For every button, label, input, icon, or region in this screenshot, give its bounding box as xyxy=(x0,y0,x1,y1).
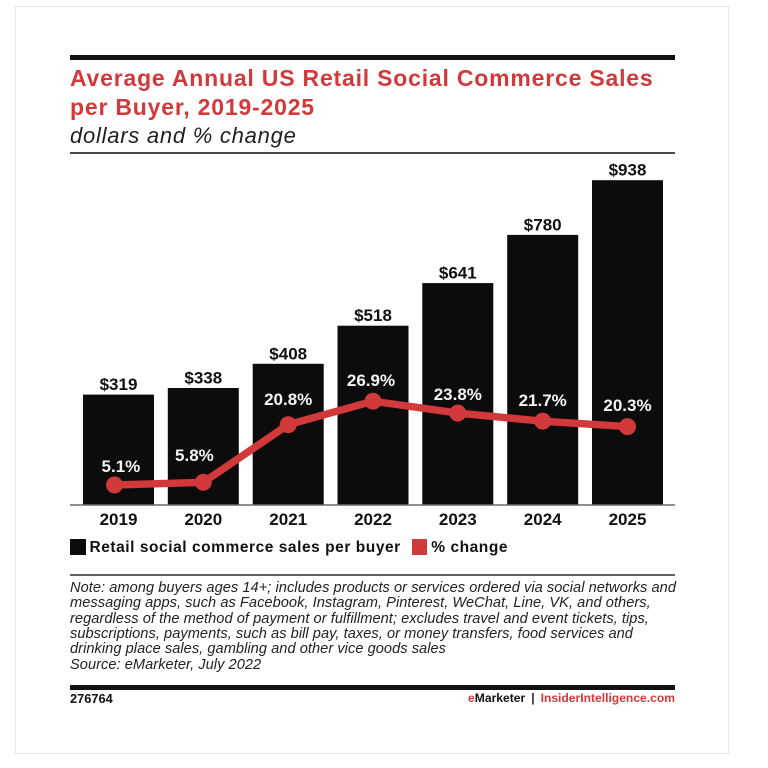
svg-text:$938: $938 xyxy=(609,161,647,180)
svg-text:2025: 2025 xyxy=(609,510,647,529)
svg-text:23.8%: 23.8% xyxy=(434,385,482,404)
svg-text:2023: 2023 xyxy=(439,510,477,529)
svg-text:$338: $338 xyxy=(184,369,222,388)
svg-text:2020: 2020 xyxy=(184,510,222,529)
svg-text:20.3%: 20.3% xyxy=(603,396,651,415)
svg-text:$518: $518 xyxy=(354,306,392,325)
svg-text:2022: 2022 xyxy=(354,510,392,529)
svg-text:5.8%: 5.8% xyxy=(175,446,214,465)
svg-text:21.7%: 21.7% xyxy=(519,391,567,410)
svg-text:$408: $408 xyxy=(269,344,307,363)
svg-text:2021: 2021 xyxy=(269,510,307,529)
svg-text:5.1%: 5.1% xyxy=(102,457,141,476)
svg-text:26.9%: 26.9% xyxy=(347,371,395,390)
svg-text:$641: $641 xyxy=(439,264,477,283)
svg-text:20.8%: 20.8% xyxy=(264,390,312,409)
svg-text:$319: $319 xyxy=(100,375,138,394)
svg-text:$780: $780 xyxy=(524,215,562,234)
svg-text:2024: 2024 xyxy=(524,510,562,529)
svg-text:2019: 2019 xyxy=(100,510,138,529)
